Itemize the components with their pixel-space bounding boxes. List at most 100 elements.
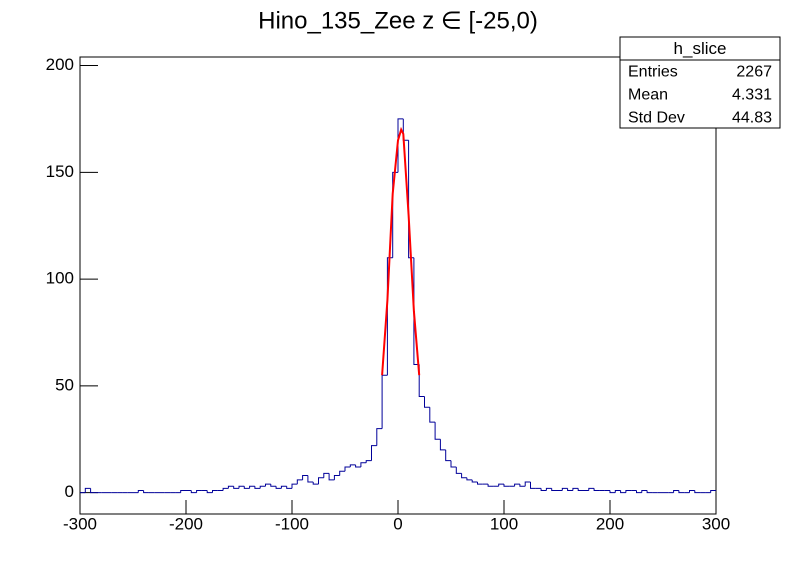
histogram-bin bbox=[418, 364, 425, 398]
histogram-bin bbox=[392, 171, 398, 258]
histogram-bin bbox=[530, 481, 536, 489]
chart-title: Hino_135_Zee z ∈ [-25,0) bbox=[258, 7, 538, 34]
histogram-bin bbox=[471, 479, 478, 483]
histogram-bin bbox=[593, 488, 600, 492]
histogram-bin bbox=[270, 484, 277, 487]
histogram-bin bbox=[360, 462, 367, 468]
histogram-bin bbox=[567, 488, 573, 492]
histogram-bin bbox=[498, 483, 504, 487]
histogram-bin bbox=[397, 118, 404, 173]
histogram-bin bbox=[339, 470, 345, 476]
histogram-bin bbox=[302, 475, 308, 480]
stats-label: Mean bbox=[628, 87, 668, 104]
histogram-bin bbox=[323, 472, 330, 478]
histogram-bin bbox=[455, 467, 462, 474]
histogram-bin bbox=[636, 490, 642, 494]
histogram-bin bbox=[137, 490, 144, 493]
histogram-bin bbox=[333, 475, 340, 480]
stats-title: h_slice bbox=[674, 39, 727, 58]
histogram-bin bbox=[243, 486, 250, 489]
histogram-bin bbox=[625, 490, 632, 493]
histogram-bin bbox=[445, 449, 451, 462]
x-tick-label: 200 bbox=[596, 514, 624, 533]
histogram-bin bbox=[514, 483, 520, 487]
histogram-bin bbox=[461, 473, 467, 479]
histogram-bin bbox=[84, 487, 91, 493]
histogram-bin bbox=[561, 487, 568, 491]
histogram-bin bbox=[307, 475, 314, 483]
histogram-bin bbox=[386, 257, 393, 376]
histogram-bin bbox=[689, 490, 695, 493]
y-tick-label: 50 bbox=[55, 375, 74, 394]
fit-curve bbox=[381, 126, 421, 376]
histogram-bin bbox=[90, 488, 96, 494]
x-tick-label: 300 bbox=[702, 514, 730, 533]
x-tick-label: -200 bbox=[169, 514, 203, 533]
stats-value: 44.83 bbox=[732, 110, 772, 127]
histogram-bin bbox=[328, 473, 335, 481]
histogram-bin bbox=[344, 466, 351, 472]
histogram-bin bbox=[551, 488, 557, 492]
histogram-bin bbox=[694, 490, 701, 494]
histogram-bin bbox=[381, 374, 388, 429]
histogram-bin bbox=[312, 481, 319, 485]
stats-value: 4.331 bbox=[732, 87, 772, 104]
stats-label: Std Dev bbox=[628, 110, 685, 127]
histogram-bin bbox=[408, 140, 414, 259]
histogram-bin bbox=[673, 490, 679, 493]
histogram-bin bbox=[620, 490, 626, 494]
histogram-bin bbox=[503, 484, 510, 487]
histogram-bin bbox=[291, 483, 298, 489]
histogram-bin bbox=[296, 479, 303, 485]
stats-box bbox=[619, 36, 781, 129]
histogram-bin bbox=[190, 490, 197, 494]
histogram-bin bbox=[424, 396, 430, 408]
histogram-bin bbox=[249, 485, 255, 489]
histogram-bin bbox=[365, 460, 372, 463]
x-tick-label: -100 bbox=[275, 514, 309, 533]
histogram-bin bbox=[450, 460, 457, 468]
histogram-bin bbox=[572, 487, 579, 491]
histogram-bin bbox=[487, 484, 494, 487]
y-tick-label: 100 bbox=[46, 269, 74, 288]
histogram-bin bbox=[609, 490, 616, 494]
histogram-bin bbox=[439, 439, 446, 451]
stats-label: Entries bbox=[628, 64, 678, 81]
histogram-bin bbox=[524, 481, 531, 487]
histogram-bin bbox=[429, 407, 436, 423]
histogram-bin bbox=[678, 490, 685, 494]
y-tick-label: 0 bbox=[65, 482, 74, 501]
stats-value: 2267 bbox=[736, 64, 772, 81]
histogram-bin bbox=[254, 486, 261, 489]
histogram-bin bbox=[646, 490, 653, 494]
x-tick-label: 0 bbox=[393, 514, 402, 533]
histogram-bin bbox=[540, 488, 547, 492]
histogram-bin bbox=[477, 481, 483, 485]
histogram-bin bbox=[371, 445, 377, 461]
histogram-bin bbox=[349, 464, 356, 468]
histogram-bin bbox=[577, 488, 584, 492]
histogram-bin bbox=[196, 490, 202, 493]
histogram-bin bbox=[318, 477, 324, 485]
histogram-bin bbox=[588, 487, 595, 491]
histogram-bin bbox=[233, 486, 239, 489]
histogram-bin bbox=[227, 485, 234, 489]
histogram-bin bbox=[206, 490, 213, 494]
histogram-bin bbox=[355, 464, 361, 468]
histogram-bin bbox=[614, 490, 621, 493]
x-tick-label: 100 bbox=[490, 514, 518, 533]
x-tick-label: -300 bbox=[63, 514, 97, 533]
histogram-bin bbox=[238, 485, 245, 489]
histogram-bin bbox=[180, 490, 186, 493]
histogram-bin bbox=[641, 490, 648, 493]
histogram-bin bbox=[259, 485, 266, 489]
histogram-bin bbox=[222, 487, 229, 491]
histogram-bin bbox=[275, 486, 282, 489]
histogram-bin bbox=[212, 490, 218, 493]
histogram-bin bbox=[545, 487, 552, 491]
histogram-bin bbox=[710, 490, 716, 493]
histogram-bin bbox=[143, 490, 149, 494]
histogram-bin bbox=[280, 485, 287, 489]
histogram-bin bbox=[434, 422, 441, 440]
